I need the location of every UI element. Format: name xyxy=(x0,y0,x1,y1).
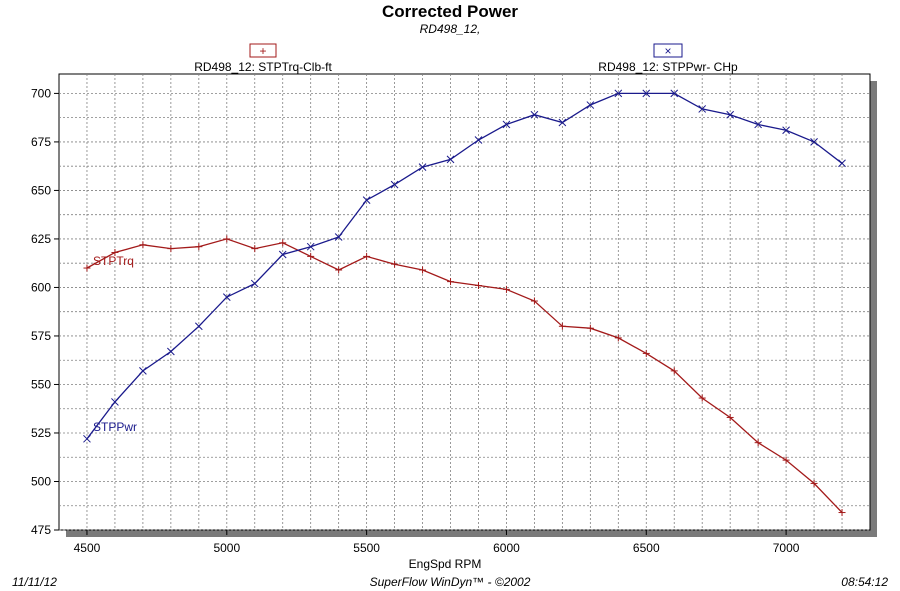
data-point-power xyxy=(390,180,399,189)
data-point-torque xyxy=(139,241,147,249)
series-label-torque: STPTrq xyxy=(93,254,134,268)
legend-torque-swatch xyxy=(249,43,277,58)
data-point-power xyxy=(670,89,679,98)
data-point-power xyxy=(642,89,651,98)
data-point-power xyxy=(194,322,203,331)
y-tick-label: 625 xyxy=(31,232,51,246)
data-point-torque xyxy=(810,479,818,487)
data-point-torque xyxy=(391,260,399,268)
legend-torque-symbol: + xyxy=(259,44,266,58)
series-line-power xyxy=(86,92,843,440)
y-tick-label: 475 xyxy=(31,523,51,537)
y-tick-label: 575 xyxy=(31,329,51,343)
plot-area xyxy=(58,73,871,531)
data-point-power xyxy=(810,138,818,146)
data-point-torque xyxy=(83,264,91,272)
x-axis-label: EngSpd RPM xyxy=(409,557,482,571)
x-tick-label: 4500 xyxy=(74,541,101,555)
data-point-power xyxy=(111,398,119,406)
data-point-torque xyxy=(419,266,427,274)
data-point-torque xyxy=(670,367,678,375)
x-tick-label: 5500 xyxy=(353,541,380,555)
series-label-power: STPPwr xyxy=(93,420,137,434)
data-point-power xyxy=(83,434,91,443)
data-point-power xyxy=(838,159,846,168)
data-point-power xyxy=(502,120,511,129)
data-point-power xyxy=(362,196,371,204)
legend-power-symbol: × xyxy=(664,44,671,58)
footer-software: SuperFlow WinDyn™ - ©2002 xyxy=(370,575,531,589)
data-point-power xyxy=(306,242,315,251)
data-point-torque xyxy=(642,349,650,357)
data-point-torque xyxy=(502,285,510,293)
legend-power: × RD498_12: STPPwr- CHp xyxy=(598,43,738,74)
data-point-torque xyxy=(335,266,343,274)
data-point-torque xyxy=(167,245,175,253)
data-point-torque xyxy=(307,252,315,260)
data-point-torque xyxy=(363,252,371,260)
footer-date: 11/11/12 xyxy=(12,575,57,589)
legend-torque-label: RD498_12: STPTrq-Clb-ft xyxy=(194,60,332,74)
data-point-torque xyxy=(754,439,762,447)
y-tick-label: 600 xyxy=(31,280,51,294)
data-point-power xyxy=(474,136,483,144)
data-point-torque xyxy=(111,249,119,257)
y-tick-label: 700 xyxy=(31,86,51,100)
data-point-power xyxy=(222,293,231,302)
data-point-power xyxy=(250,279,259,288)
data-point-power xyxy=(446,155,455,164)
data-point-torque xyxy=(614,334,622,342)
series-line-torque xyxy=(86,238,843,513)
data-point-power xyxy=(614,89,623,98)
data-point-power xyxy=(754,120,762,129)
data-point-power xyxy=(726,110,735,119)
data-point-torque xyxy=(838,509,846,517)
legend-torque: + RD498_12: STPTrq-Clb-ft xyxy=(194,43,332,74)
x-tick-label: 5000 xyxy=(213,541,240,555)
data-point-torque xyxy=(726,413,734,421)
data-point-power xyxy=(139,367,147,375)
data-point-power xyxy=(698,105,707,113)
grid xyxy=(59,74,870,531)
data-point-power xyxy=(418,163,427,171)
data-point-power xyxy=(782,126,790,135)
series-layer xyxy=(83,89,846,517)
data-point-torque xyxy=(251,245,259,253)
y-tick-label: 525 xyxy=(31,426,51,440)
y-tick-label: 650 xyxy=(31,183,51,197)
data-point-power xyxy=(586,101,595,109)
axis-ticks: 475 500 525 550 575 600 625 650 675 700 4500 5000 55… xyxy=(31,86,800,555)
legend-power-label: RD498_12: STPPwr- CHp xyxy=(598,60,738,74)
data-point-torque xyxy=(530,297,538,305)
data-point-torque xyxy=(223,235,231,243)
x-tick-label: 7000 xyxy=(773,541,800,555)
data-point-torque xyxy=(195,243,203,251)
data-point-torque xyxy=(474,282,482,290)
x-tick-label: 6000 xyxy=(493,541,520,555)
data-point-torque xyxy=(698,394,706,402)
y-tick-label: 550 xyxy=(31,377,51,391)
data-point-power xyxy=(167,347,175,356)
y-tick-label: 675 xyxy=(31,135,51,149)
data-point-torque xyxy=(279,239,287,247)
legend-power-swatch xyxy=(653,43,683,58)
data-point-torque xyxy=(586,324,594,332)
data-point-torque xyxy=(558,322,566,330)
footer-time: 08:54:12 xyxy=(841,575,888,589)
y-tick-label: 500 xyxy=(31,474,51,488)
data-point-torque xyxy=(447,278,455,286)
data-point-power xyxy=(530,110,539,119)
chart-subtitle: RD498_12, xyxy=(420,22,481,36)
x-tick-label: 6500 xyxy=(633,541,660,555)
data-point-torque xyxy=(782,456,790,464)
data-point-power xyxy=(558,118,567,127)
data-point-power xyxy=(334,233,343,241)
chart-title: Corrected Power xyxy=(382,2,518,21)
data-point-power xyxy=(278,250,287,259)
